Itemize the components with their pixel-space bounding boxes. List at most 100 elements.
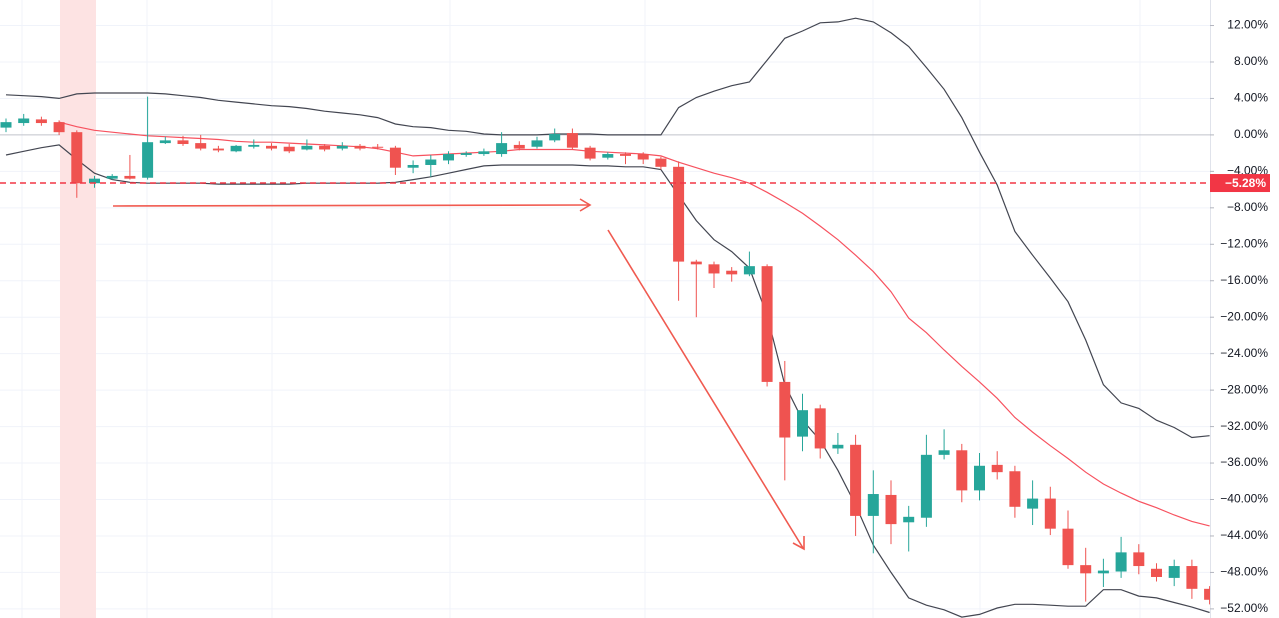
y-tick-label: −52.00%: [1220, 601, 1268, 615]
vertical-grid: [21, 0, 1141, 618]
candle-body: [1097, 570, 1109, 574]
y-tick-label: −28.00%: [1220, 382, 1268, 396]
candle-body: [903, 516, 915, 523]
y-tick-label: −40.00%: [1220, 492, 1268, 506]
plot-area: [0, 17, 1210, 618]
candle-body: [531, 140, 543, 147]
candle-body: [319, 145, 331, 150]
candle-body: [602, 154, 614, 158]
y-tick-label: −44.00%: [1220, 528, 1268, 542]
candle-body: [761, 266, 773, 382]
candle-body: [1044, 498, 1056, 529]
candle-body: [460, 153, 472, 155]
y-tick-label: −8.00%: [1227, 200, 1268, 214]
candle-body: [620, 154, 631, 156]
candle-body: [1168, 566, 1180, 578]
candle-body: [797, 410, 808, 437]
grid: [0, 0, 1210, 618]
candle-body: [354, 145, 366, 149]
candle-body: [974, 465, 985, 491]
y-tick-label: 4.00%: [1234, 91, 1268, 105]
candle-body: [195, 143, 207, 149]
y-tick-label: −20.00%: [1220, 309, 1268, 323]
arrow: [607, 229, 804, 549]
candle-body: [478, 151, 490, 155]
candle-body: [743, 266, 755, 275]
y-tick-label: 12.00%: [1227, 18, 1268, 32]
candle-body: [53, 122, 65, 133]
candle-body: [336, 145, 348, 149]
candle-body: [106, 175, 118, 179]
candle-body: [389, 147, 401, 168]
candle-body: [991, 464, 1003, 473]
band-line: [5, 144, 1210, 618]
candle-body: [956, 450, 968, 491]
candle-body: [266, 145, 277, 149]
candle-body: [1009, 471, 1021, 507]
candle-body: [726, 270, 738, 275]
candle-body: [124, 175, 136, 179]
candle-body: [885, 494, 897, 525]
arrow: [112, 204, 590, 207]
candle-body: [566, 133, 578, 148]
candle-body: [159, 140, 171, 144]
arrow-head: [792, 536, 805, 551]
candle-body: [425, 159, 437, 165]
candle-body: [637, 154, 649, 160]
candle-body: [177, 140, 189, 145]
candle-body: [867, 494, 879, 516]
candle-body: [673, 166, 685, 262]
candle-body: [212, 148, 224, 151]
candle-body: [1062, 528, 1074, 566]
candle-body: [407, 164, 419, 168]
candle-body: [549, 133, 561, 141]
y-tick-label: −12.00%: [1220, 236, 1268, 250]
candle-body: [0, 122, 12, 128]
band-line: [58, 121, 1210, 527]
candle-body: [708, 264, 720, 274]
candle-body: [1080, 565, 1092, 574]
candle-body: [513, 144, 525, 149]
band-line: [5, 17, 1210, 439]
candle-body: [850, 444, 862, 516]
y-tick-label: −36.00%: [1220, 455, 1268, 469]
candle-body: [301, 145, 313, 150]
candle-body: [655, 158, 667, 167]
y-tick-label: 8.00%: [1234, 54, 1268, 68]
arrow-head: [579, 198, 592, 212]
candle-body: [779, 381, 791, 438]
candle-body: [832, 444, 844, 449]
candle-body: [89, 178, 100, 184]
y-tick-label: −16.00%: [1220, 273, 1268, 287]
candle-body: [1133, 552, 1145, 567]
candle-body: [283, 146, 295, 152]
candle-body: [372, 146, 384, 148]
annotation-arrows: [112, 198, 805, 551]
highlight-column: [60, 0, 96, 618]
candle-body: [230, 145, 242, 152]
candle-body: [71, 132, 83, 184]
candle-body: [1151, 568, 1162, 577]
candle-body: [920, 454, 932, 518]
y-tick-label: −48.00%: [1220, 565, 1268, 579]
candle-body: [584, 147, 596, 159]
price-label-box: [1210, 174, 1270, 193]
candle-body: [938, 450, 950, 455]
candle-body: [496, 143, 508, 155]
candle-body: [248, 144, 260, 147]
y-tick-label: 0.00%: [1234, 127, 1268, 141]
candle-body: [690, 261, 702, 265]
candle-body: [443, 154, 454, 161]
candle-body: [18, 118, 30, 124]
candle-body: [1186, 566, 1198, 589]
candle-body: [142, 142, 154, 178]
candle-body: [1027, 498, 1039, 509]
price-axis: 12.00%8.00%4.00%0.00%−4.00%−8.00%−12.00%…: [1210, 18, 1270, 615]
candle-body: [814, 408, 826, 449]
candle-body: [1115, 552, 1127, 572]
y-tick-label: −24.00%: [1220, 346, 1268, 360]
y-tick-label: −32.00%: [1220, 419, 1268, 433]
price-label: −5.28%: [1225, 176, 1266, 190]
candle-body: [35, 119, 47, 124]
